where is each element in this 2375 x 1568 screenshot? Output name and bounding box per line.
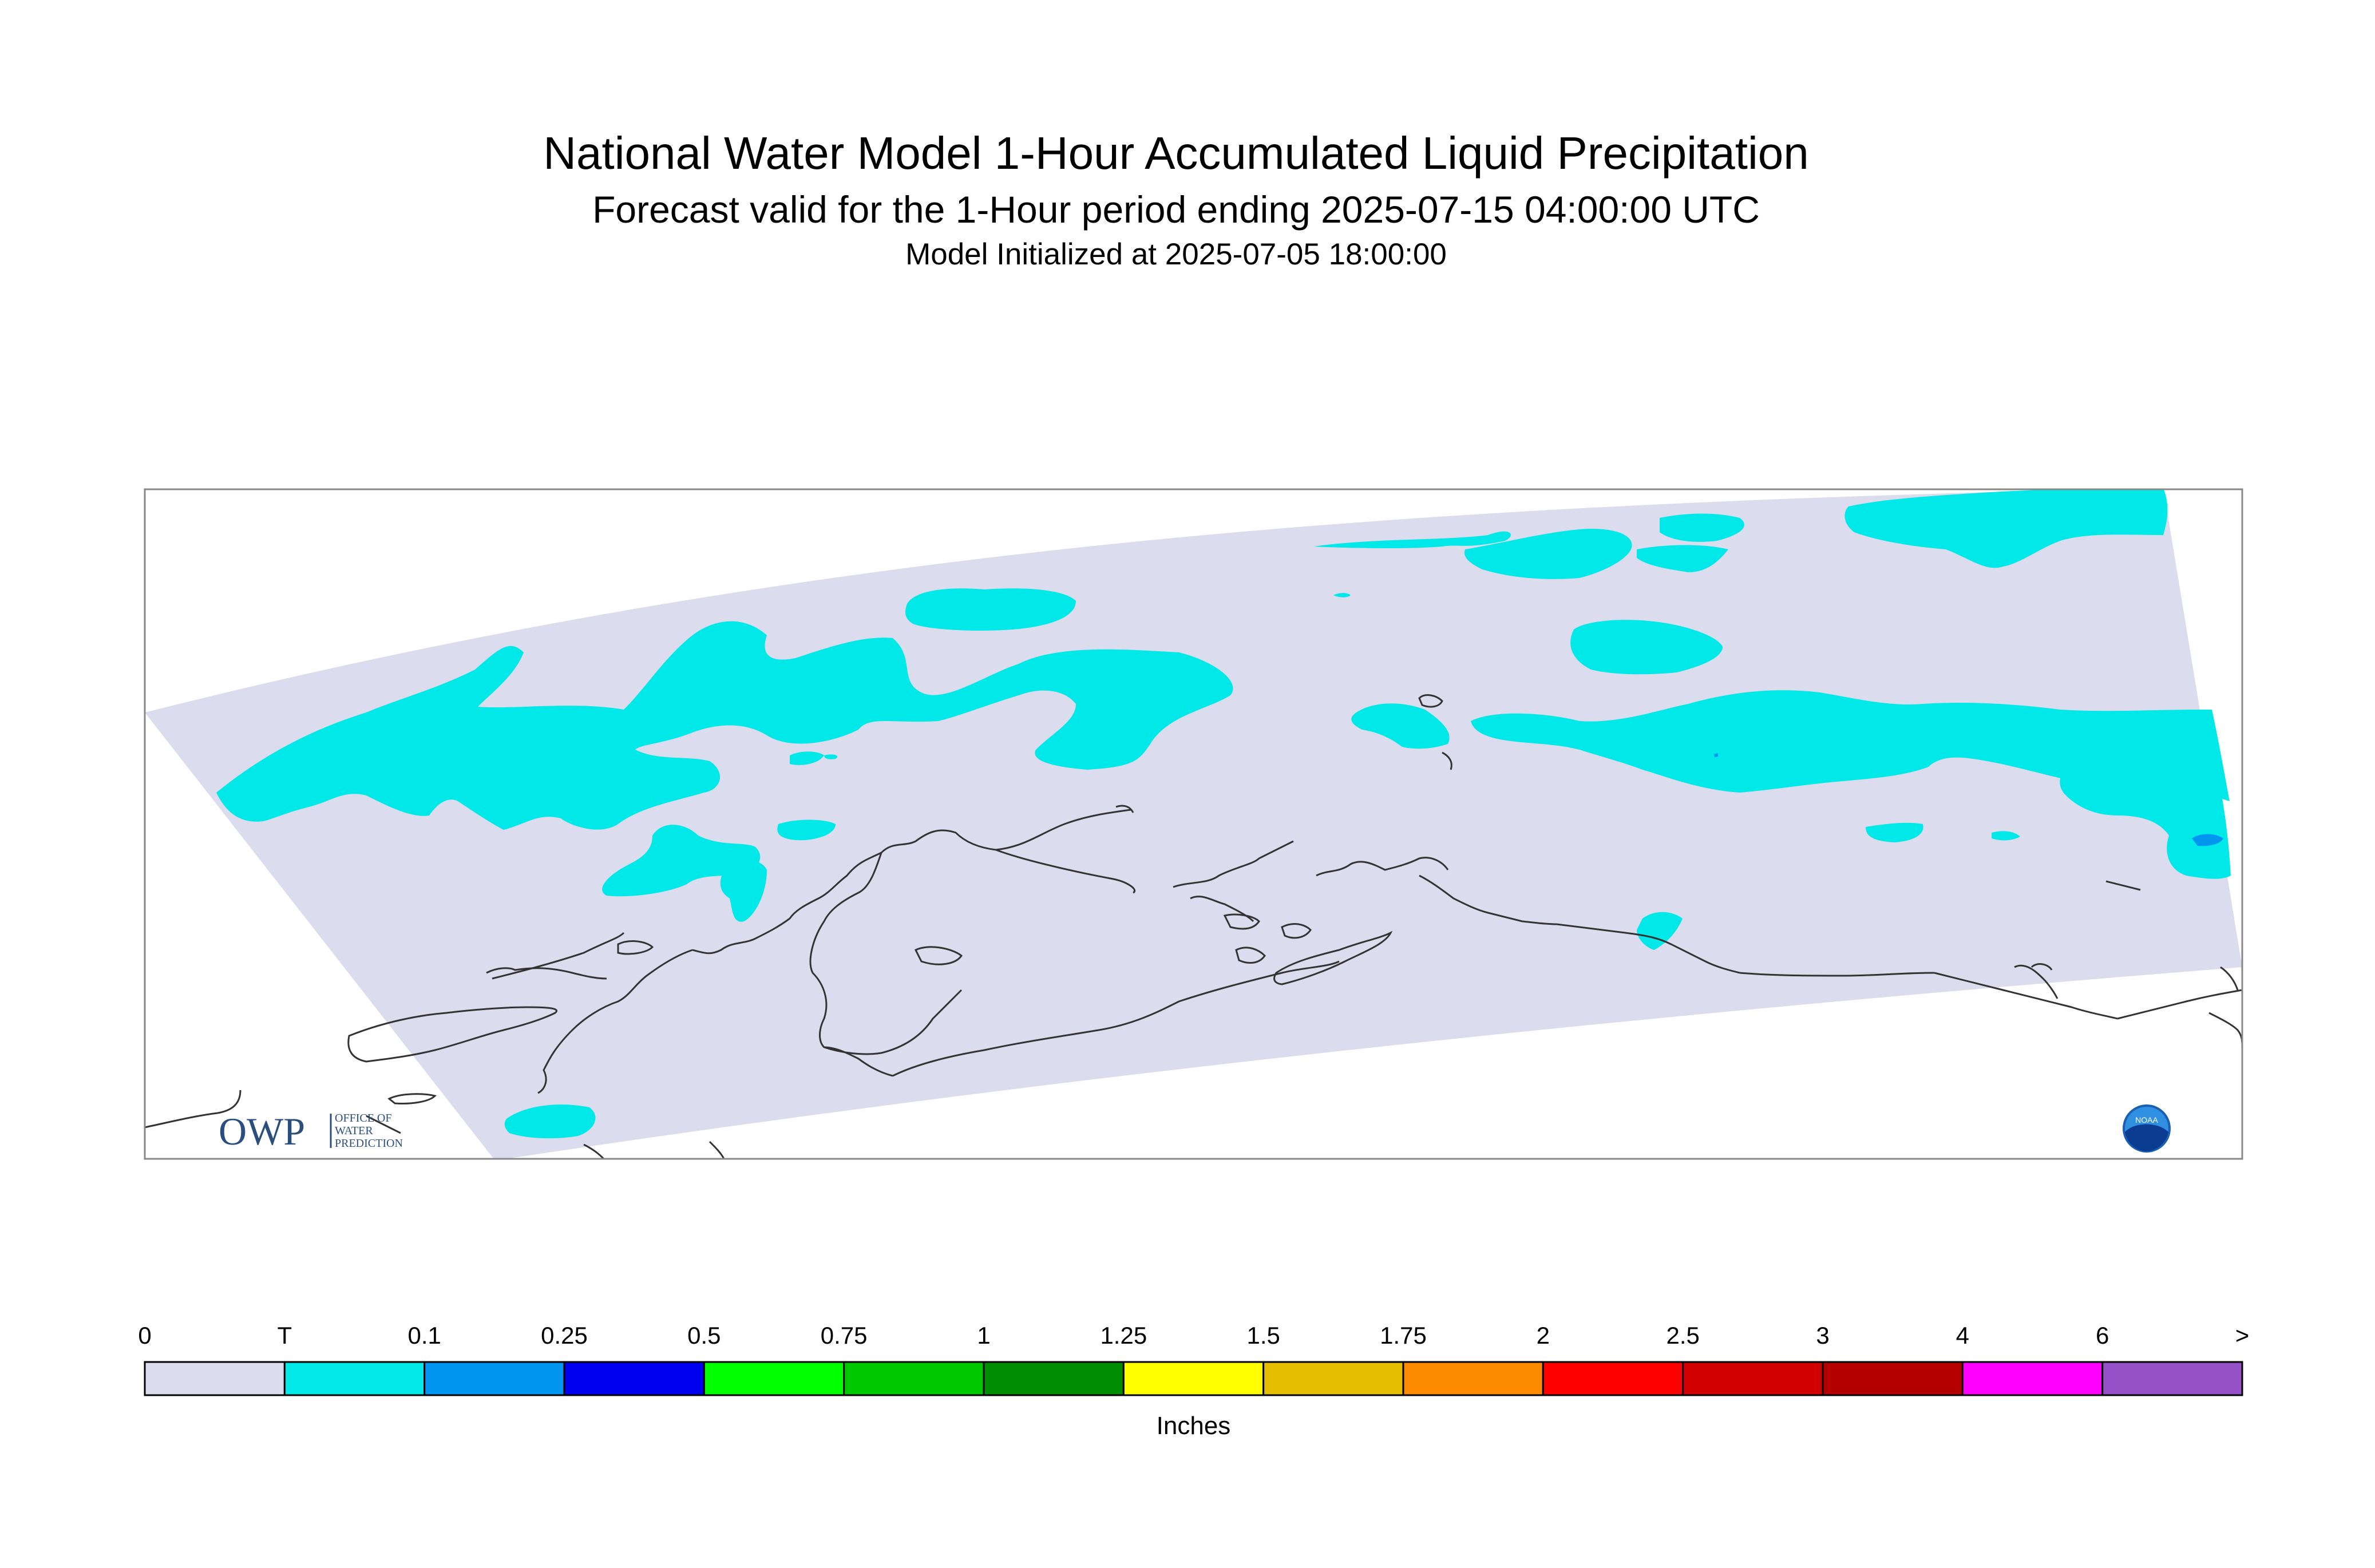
coastlines <box>145 694 2242 1159</box>
owp-line-2: WATER <box>335 1124 373 1137</box>
legend-tick-label: 0.25 <box>541 1322 588 1349</box>
noaa-logo: NOAA <box>2123 1104 2171 1153</box>
legend-tick-label: 1.75 <box>1380 1322 1427 1349</box>
legend-tick-label: 0.1 <box>407 1322 441 1349</box>
owp-line-1: OFFICE OF <box>335 1112 391 1124</box>
legend-tick-label: 4 <box>1956 1322 1969 1349</box>
legend-swatch <box>144 1361 286 1396</box>
legend-tick-label: T <box>278 1322 292 1349</box>
legend-tick-label: 1.25 <box>1100 1322 1147 1349</box>
legend-tick-label: 0 <box>138 1322 151 1349</box>
model-domain <box>145 489 2242 1159</box>
legend-tick-label: 0.75 <box>821 1322 868 1349</box>
legend-tick-label: 2 <box>1537 1322 1550 1349</box>
legend-swatch <box>1402 1361 1544 1396</box>
legend-swatch <box>1262 1361 1404 1396</box>
legend-swatch <box>983 1361 1125 1396</box>
map-frame <box>144 488 2243 1160</box>
legend-swatch <box>1122 1361 1265 1396</box>
map-panel: OWP OFFICE OF WATER PREDICTION NOAA <box>144 488 2243 1160</box>
precip-light-blue <box>1714 753 2223 846</box>
legend-tick-label: > <box>2235 1322 2250 1349</box>
owp-logo: OWP OFFICE OF WATER PREDICTION <box>219 1110 403 1153</box>
legend-tick-label: 6 <box>2096 1322 2109 1349</box>
precip-trace-areas <box>216 489 2231 1139</box>
legend-swatch <box>2101 1361 2243 1396</box>
svg-text:OWP: OWP <box>219 1110 305 1153</box>
legend-swatch <box>1822 1361 1964 1396</box>
legend-swatch <box>843 1361 985 1396</box>
legend-tick-label: 2.5 <box>1666 1322 1699 1349</box>
color-legend: 0 T 0.1 0.25 0.5 0.75 1 1.25 1.5 1.75 2 2.5 3 4 6 > Inch… <box>138 1322 2249 1440</box>
legend-swatch <box>703 1361 845 1396</box>
legend-tick-label: 0.5 <box>687 1322 721 1349</box>
legend-swatch <box>283 1361 426 1396</box>
svg-text:NOAA: NOAA <box>2135 1115 2158 1124</box>
chart-title: National Water Model 1-Hour Accumulated … <box>543 128 1809 179</box>
legend-swatch <box>1961 1361 2104 1396</box>
legend-tick-label: 1 <box>977 1322 990 1349</box>
chart-subtitle: Forecast valid for the 1-Hour period end… <box>592 188 1760 231</box>
model-init-line: Model Initialized at 2025-07-05 18:00:00 <box>905 237 1447 271</box>
legend-swatch <box>563 1361 705 1396</box>
legend-unit-label: Inches <box>1157 1412 1231 1440</box>
legend-swatch <box>1542 1361 1684 1396</box>
legend-tick-label: 1.5 <box>1246 1322 1280 1349</box>
legend-swatch <box>1682 1361 1824 1396</box>
owp-line-3: PREDICTION <box>335 1137 403 1150</box>
legend-swatch <box>423 1361 565 1396</box>
legend-tick-label: 3 <box>1816 1322 1829 1349</box>
